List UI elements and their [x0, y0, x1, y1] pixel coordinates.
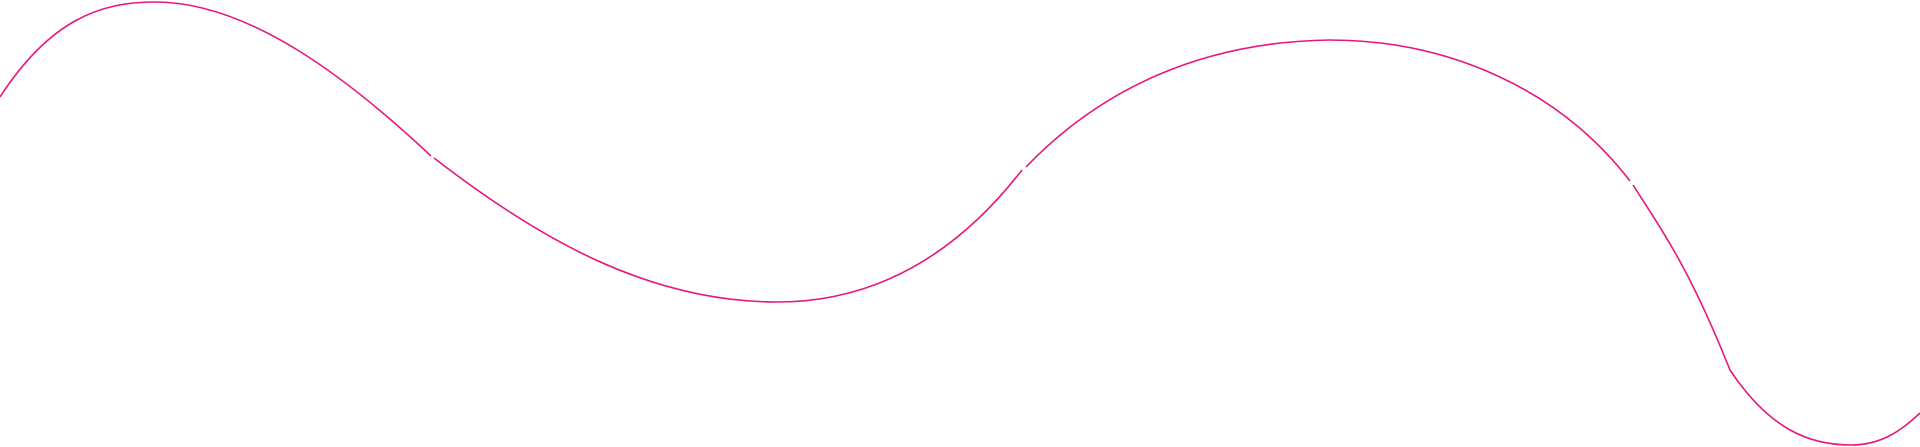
wave-segment-3 — [1025, 39, 1631, 182]
wave-segment-2 — [433, 157, 1023, 303]
wave-segment-1 — [0, 1, 432, 157]
wave-segment-4 — [1632, 184, 1920, 446]
